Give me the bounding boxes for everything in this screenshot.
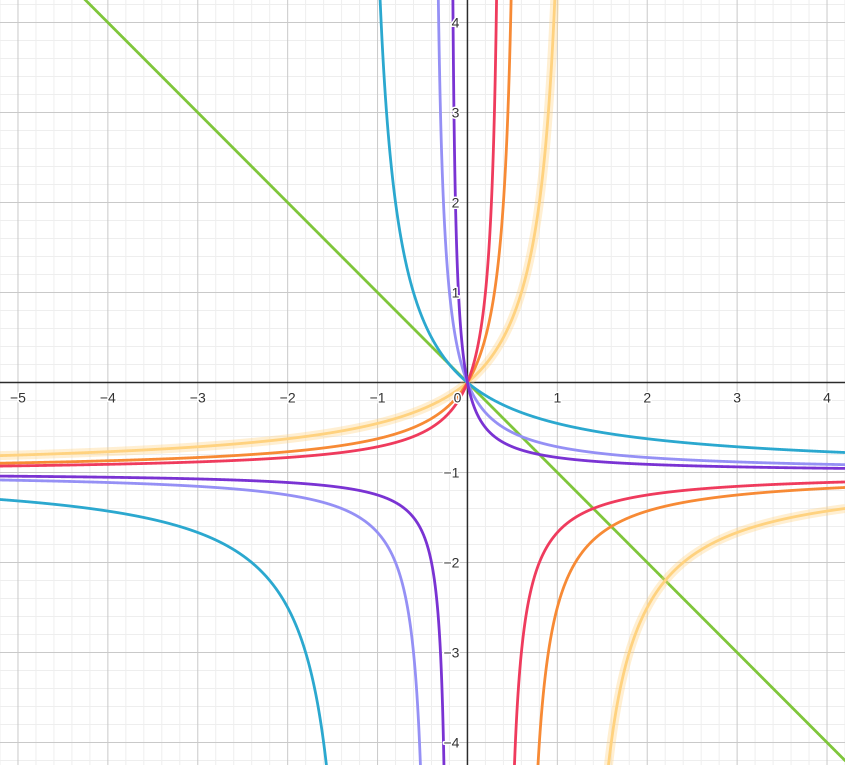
y-tick-label: −1 xyxy=(443,465,459,481)
x-tick-label: 3 xyxy=(733,390,741,406)
x-tick-label: 1 xyxy=(553,390,561,406)
x-tick-label: −2 xyxy=(280,390,296,406)
x-tick-label: −3 xyxy=(190,390,206,406)
y-tick-label: 1 xyxy=(452,285,460,301)
x-tick-label: 0 xyxy=(454,390,462,406)
x-tick-label: 4 xyxy=(823,390,831,406)
x-tick-label: −5 xyxy=(10,390,26,406)
tick-labels: −5 −4 −3 −2 −1 0 1 2 3 4 4 3 2 1 −1 −2 −3 −4 xyxy=(8,13,832,752)
x-tick-label: −1 xyxy=(370,390,386,406)
x-tick-label: −4 xyxy=(100,390,116,406)
y-tick-label: −3 xyxy=(443,645,459,661)
y-tick-label: 2 xyxy=(452,195,460,211)
x-tick-label: 2 xyxy=(643,390,651,406)
y-tick-label: 4 xyxy=(452,15,460,31)
y-tick-label: −2 xyxy=(443,555,459,571)
y-tick-label: 3 xyxy=(452,105,460,121)
y-tick-label: −4 xyxy=(443,735,459,751)
